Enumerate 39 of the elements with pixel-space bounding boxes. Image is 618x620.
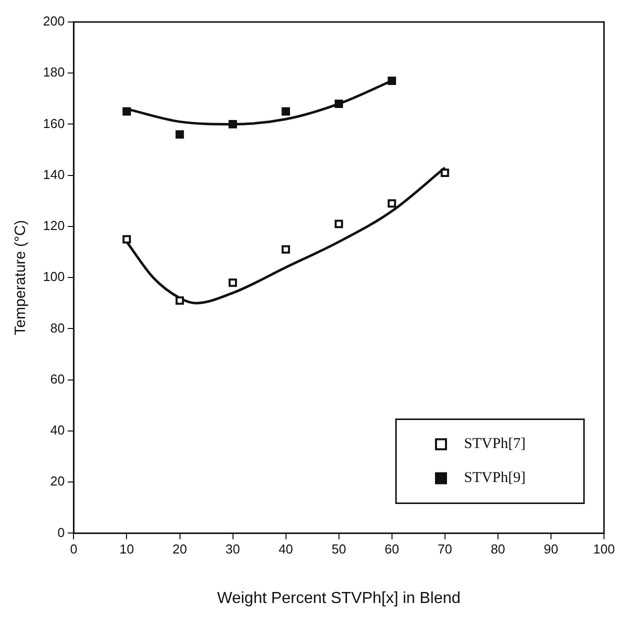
x-tick-label: 10: [119, 542, 134, 557]
y-tick-label: 60: [50, 371, 65, 386]
x-tick-label: 70: [438, 542, 452, 557]
point: [176, 130, 184, 139]
point: [122, 235, 131, 244]
y-tick-label: 120: [42, 218, 65, 234]
y-tick-label: 80: [50, 320, 65, 336]
y-tick-label: 100: [42, 269, 65, 284]
x-axis-title: Weight Percent STVPh[x] in Blend: [217, 590, 461, 607]
y-tick-label: 0: [57, 524, 65, 540]
x-tick-label: 60: [384, 542, 400, 557]
x-tick-label: 100: [593, 542, 615, 557]
x-tick-label: 50: [332, 542, 346, 557]
x-tick-label: 90: [544, 542, 558, 557]
x-tick-label: 80: [490, 542, 506, 557]
x-tick-label: 0: [70, 542, 78, 557]
point: [440, 168, 450, 177]
point: [334, 100, 344, 108]
legend-label: STVPh[9]: [464, 470, 526, 486]
y-tick-label: 180: [42, 64, 65, 80]
y-tick-label: 200: [42, 14, 65, 29]
legend-label: STVPh[7]: [464, 436, 526, 452]
y-tick-label: 140: [42, 166, 65, 182]
point: [388, 76, 396, 85]
x-tick-label: 40: [278, 542, 294, 557]
point: [282, 107, 290, 116]
y-tick-label: 20: [50, 474, 65, 489]
point: [228, 278, 237, 287]
point: [228, 120, 237, 128]
x-tick-label: 30: [226, 542, 240, 557]
y-tick-label: 40: [50, 422, 65, 438]
point: [282, 245, 290, 254]
point: [122, 107, 131, 116]
point: [388, 199, 396, 208]
y-tick-label: 160: [42, 116, 65, 131]
point: [334, 220, 344, 228]
x-tick-label: 20: [172, 542, 187, 557]
point: [176, 296, 184, 305]
y-axis-title: Temperature (°C): [12, 220, 30, 336]
